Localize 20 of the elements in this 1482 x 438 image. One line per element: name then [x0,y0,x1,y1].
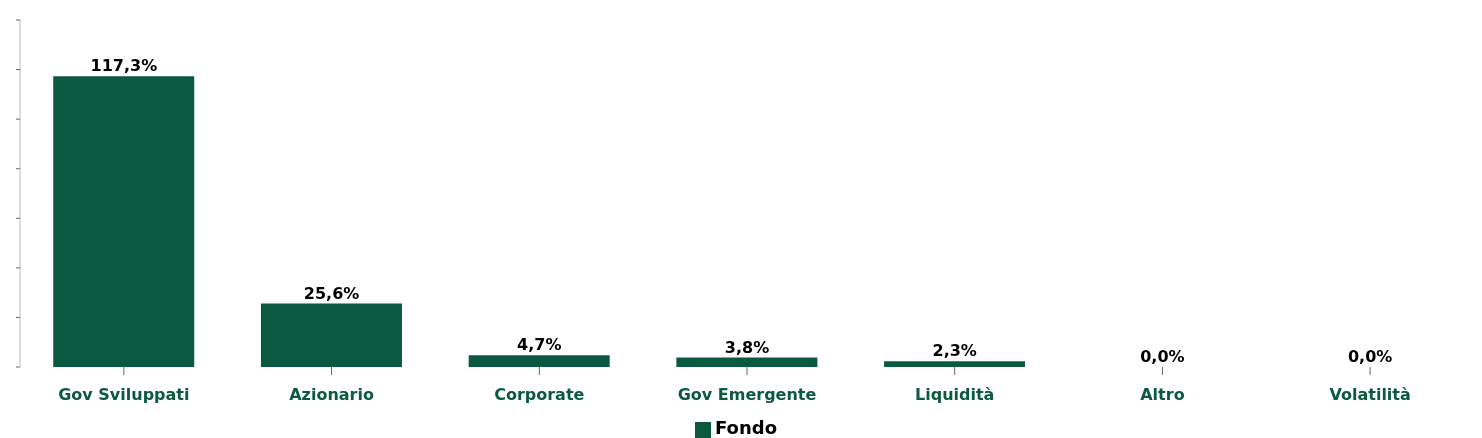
bar [884,361,1026,367]
data-label: 0,0% [1140,347,1185,366]
data-label: 2,3% [932,341,977,361]
data-label: 117,3% [90,56,158,76]
data-label: 3,8% [724,337,770,357]
x-tick-label: Liquidità [915,385,995,405]
x-tick-label: Volatilità [1329,385,1411,405]
x-tick-label: Gov Sviluppati [58,385,190,405]
data-label: 0,0% [1347,347,1393,366]
data-label: 25,6% [303,283,360,303]
legend-label: Fondo [715,417,777,438]
x-tick-label: Azionario [289,385,374,405]
data-label: 4,7% [517,335,562,355]
bar [468,355,610,367]
bar [53,76,195,367]
bar [260,303,402,367]
bar [676,357,818,367]
x-tick-label: Corporate [494,385,585,405]
x-tick-label: Gov Emergente [677,385,817,405]
x-tick-label: Altro [1140,385,1185,405]
